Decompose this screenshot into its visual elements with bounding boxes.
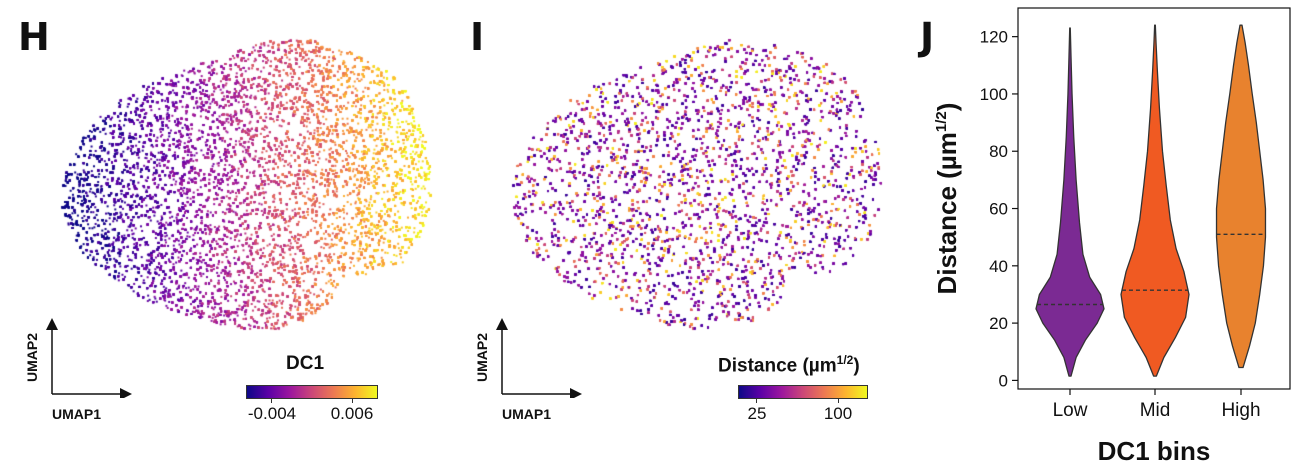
colorbar-dc1 (246, 385, 378, 399)
umap1-label-h: UMAP1 (52, 406, 102, 422)
violin-low (1035, 27, 1105, 377)
panel-letter-j: J (920, 15, 935, 59)
colorbar-tick-label-distance: 25 (747, 404, 767, 423)
umap-scatter-distance (490, 0, 910, 360)
umap-axes-arrows-i (496, 318, 582, 398)
colorbar-distance (738, 385, 868, 399)
colorbar-tick-dc1 (352, 398, 353, 403)
y-axis-label: Distance (µm1/2) (932, 103, 962, 295)
panel-letter-i: I (470, 15, 485, 59)
y-tick-label: 120 (980, 28, 1008, 47)
y-tick-label: 40 (989, 257, 1008, 276)
x-tick-label-low: Low (1053, 400, 1088, 421)
colorbar-title-dc1: DC1 (286, 353, 325, 374)
x-tick-label-high: High (1221, 400, 1260, 421)
colorbar-tick-distance (756, 398, 757, 403)
x-axis-label: DC1 bins (1098, 436, 1211, 466)
plot-frame (1017, 7, 1291, 390)
y-tick-label: 0 (999, 371, 1008, 390)
colorbar-tick-label-dc1: -0.004 (247, 404, 297, 423)
umap1-label-i: UMAP1 (502, 406, 552, 422)
colorbar-tick-dc1 (271, 398, 272, 403)
colorbar-tick-label-dc1: 0.006 (330, 404, 374, 423)
y-tick-label: 100 (980, 85, 1008, 104)
y-tick-label: 20 (989, 314, 1008, 333)
violin-high (1215, 24, 1267, 369)
y-tick-label: 60 (989, 200, 1008, 219)
x-tick-label-mid: Mid (1140, 400, 1171, 421)
umap-scatter-dc1 (40, 0, 460, 360)
umap-axes-arrows-h (46, 318, 132, 398)
colorbar-tick-label-distance: 100 (823, 404, 853, 423)
violin-mid (1120, 24, 1190, 377)
colorbar-tick-distance (838, 398, 839, 403)
colorbar-title-distance: Distance (µm1/2) (718, 353, 860, 377)
y-tick-label: 80 (989, 142, 1008, 161)
